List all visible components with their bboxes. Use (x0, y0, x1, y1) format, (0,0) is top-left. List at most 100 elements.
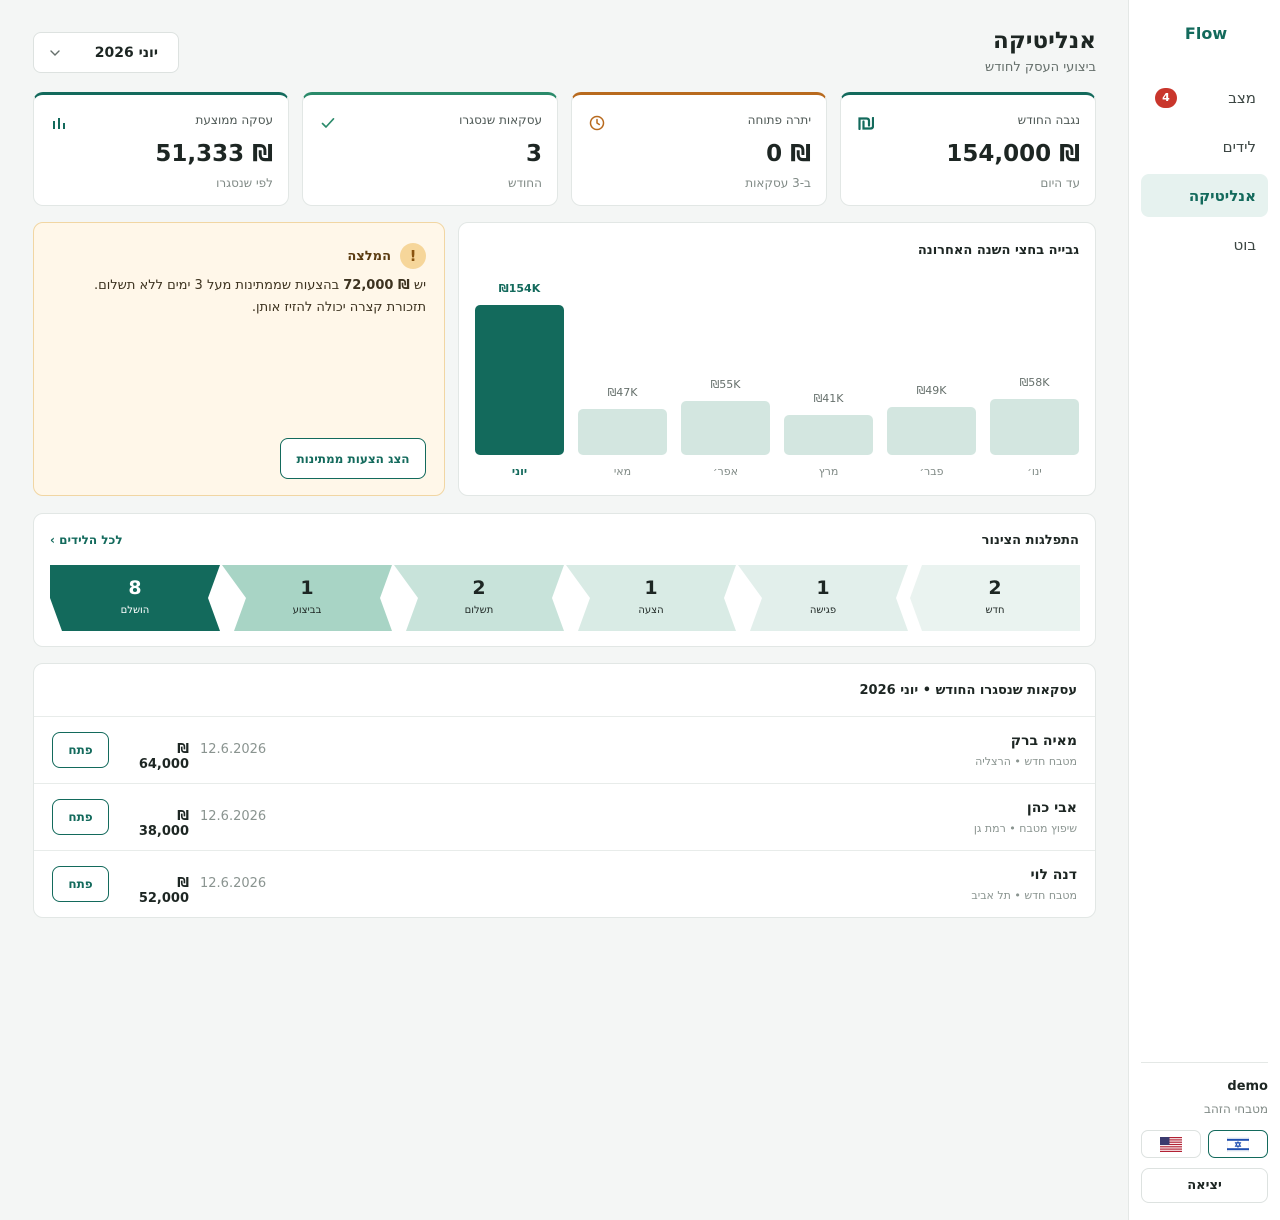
pipeline-chevron (394, 565, 564, 631)
chart-bar (475, 305, 564, 455)
stats-row: נגבה החודש ₪ 154,000 עד היום יתרה פתוחה … (33, 92, 1096, 206)
stat-value: ₪ 0 (766, 141, 811, 167)
pipeline-stage-label: הושלם (120, 605, 150, 616)
pipeline-stage-label: פגישה (809, 605, 837, 616)
pipeline-stage[interactable]: 2 תשלום (394, 565, 564, 631)
deal-customer-name: דנה לוי (1030, 867, 1077, 883)
pipeline-chevron (222, 565, 392, 631)
open-deal-button[interactable]: פתח (52, 732, 109, 768)
deal-details: מטבח חדש • הרצליה (975, 755, 1077, 768)
pipeline-stage-label: חדש (985, 605, 1005, 616)
pipeline-chevron (566, 565, 736, 631)
logout-button[interactable]: יציאה (1141, 1168, 1268, 1203)
recommendation-text: יש ₪ 72,000 בהצעות שממתינות מעל 3 ימים ל… (50, 275, 426, 319)
pipeline-card: התפלגות הצינור לכל הלידים › 2 חדש 1 פגישה 1 ה… (33, 513, 1096, 647)
stat-card-open-balance: יתרה פתוחה ₪ 0 ב-3 עסקאות (571, 92, 827, 206)
stat-card-collected: נגבה החודש ₪ 154,000 עד היום (840, 92, 1096, 206)
pipeline-stage[interactable]: 1 הצעה (566, 565, 736, 631)
pipeline-chevron (50, 565, 220, 631)
us-flag-icon (1160, 1136, 1182, 1152)
sidebar-item-leads[interactable]: לידים (1141, 125, 1268, 168)
month-select[interactable]: יוני 2026 (33, 32, 179, 73)
chart-bar (887, 407, 976, 455)
notification-badge: 4 (1155, 87, 1177, 108)
deal-customer-name: אבי כהן (1026, 800, 1077, 816)
sidebar-footer: demo מטבחי הזהב (1141, 1062, 1268, 1203)
recommendation-text-prefix: יש (413, 278, 426, 293)
stat-label: יתרה פתוחה (747, 113, 811, 127)
chart-value-label: ₪41K (814, 392, 845, 405)
pipeline-stage[interactable]: 1 פגישה (738, 565, 908, 631)
chart-title: גבייה בחצי השנה האחרונה (917, 243, 1079, 258)
deal-amount: ₪ 38,000 (138, 809, 189, 839)
recommendation-header: ! המלצה (347, 243, 426, 269)
chart-value-label: ₪49K (917, 384, 948, 397)
open-deal-button[interactable]: פתח (52, 866, 109, 902)
chart-value-label: ₪55K (711, 378, 742, 391)
sidebar-item-bot[interactable]: בוט (1141, 223, 1268, 266)
chart-category-label: יוני (512, 465, 527, 478)
chart-value-label: ₪47K (608, 386, 639, 399)
closed-deals-card: עסקאות שנסגרו החודש • יוני 2026 מאיה ברק… (33, 663, 1096, 918)
stat-card-closed-deals: עסקאות שנסגרו 3 החודש (302, 92, 558, 206)
pipeline-stage-count: 1 (816, 577, 830, 599)
stat-value: ₪ 51,333 (155, 141, 273, 167)
chevron-down-icon (50, 49, 60, 56)
pipeline-stage-count: 1 (644, 577, 658, 599)
pipeline-stage-count: 1 (300, 577, 314, 599)
page-title: אנליטיקה (993, 28, 1096, 54)
pipeline-stages: 2 חדש 1 פגישה 1 הצעה 2 תשלום 1 בביצוע 8 הושלם (50, 565, 1080, 631)
collection-bar-chart: ₪58K ינו׳ ₪49K פבר׳ ₪41K מרץ ₪55K אפר׳ ₪47K מאי ₪1… (475, 282, 1079, 478)
bar-chart-icon (49, 113, 69, 133)
recommendation-title: המלצה (347, 248, 391, 264)
stat-card-average-deal: עסקה ממוצעת ₪ 51,333 לפי שנסגרו (33, 92, 289, 206)
sidebar-nav: מצב 4 לידים אנליטיקה בוט (1141, 76, 1268, 272)
pipeline-stage[interactable]: 8 הושלם (50, 565, 220, 631)
chart-category-label: אפר׳ (713, 465, 738, 478)
sidebar: Flow מצב 4 לידים אנליטיקה בוט demo מטבחי… (1128, 0, 1280, 1220)
deal-date: 12.6.2026 (200, 876, 267, 891)
chart-category-label: מאי (614, 465, 631, 478)
stat-value: 3 (525, 141, 542, 167)
collection-chart-card: גבייה בחצי השנה האחרונה ₪58K ינו׳ ₪49K פבר׳… (458, 222, 1096, 496)
sidebar-item-status[interactable]: מצב 4 (1141, 76, 1268, 119)
recommendation-card: ! המלצה יש ₪ 72,000 בהצעות שממתינות מעל … (33, 222, 445, 496)
chart-bar (578, 409, 667, 455)
pipeline-stage-label: תשלום (464, 605, 494, 616)
shekel-icon (856, 113, 876, 133)
stat-subtext: ב-3 עסקאות (745, 176, 811, 190)
show-pending-offers-button[interactable]: הצג הצעות ממתינות (280, 438, 426, 479)
lang-he-button[interactable] (1208, 1130, 1268, 1158)
deal-amount: ₪ 52,000 (138, 876, 189, 906)
chart-value-label: ₪58K (1020, 376, 1051, 389)
chart-category-label: פבר׳ (919, 465, 943, 478)
deal-date: 12.6.2026 (200, 809, 267, 824)
pipeline-stage-count: 8 (128, 577, 142, 599)
pipeline-title: התפלגות הצינור (981, 533, 1079, 548)
pipeline-stage[interactable]: 1 בביצוע (222, 565, 392, 631)
deal-details: שיפוץ מטבח • רמת גן (973, 822, 1077, 835)
table-row: דנה לוי מטבח חדש • תל אביב 12.6.2026 ₪ 5… (34, 850, 1095, 917)
lang-en-button[interactable] (1141, 1130, 1201, 1158)
pipeline-stage-label: בביצוע (292, 605, 322, 616)
sidebar-item-analytics[interactable]: אנליטיקה (1141, 174, 1268, 217)
table-row: אבי כהן שיפוץ מטבח • רמת גן 12.6.2026 ₪ … (34, 783, 1095, 850)
pipeline-stage[interactable]: 2 חדש (910, 565, 1080, 631)
pipeline-stage-count: 2 (472, 577, 486, 599)
stat-label: עסקה ממוצעת (195, 113, 273, 127)
table-row: מאיה ברק מטבח חדש • הרצליה 12.6.2026 ₪ 6… (34, 716, 1095, 783)
open-deal-button[interactable]: פתח (52, 799, 109, 835)
all-leads-link[interactable]: לכל הלידים › (50, 533, 123, 547)
warning-icon: ! (400, 243, 426, 269)
stat-label: נגבה החודש (1017, 113, 1080, 127)
brand-logo[interactable]: Flow (1184, 24, 1228, 43)
deal-amount: ₪ 64,000 (138, 742, 189, 772)
chart-bar (681, 401, 770, 455)
pipeline-chevron (910, 565, 1080, 631)
language-switcher (1141, 1130, 1268, 1158)
pipeline-chevron (738, 565, 908, 631)
pipeline-stage-label: הצעה (638, 605, 664, 616)
closed-deals-list: מאיה ברק מטבח חדש • הרצליה 12.6.2026 ₪ 6… (34, 716, 1095, 917)
deal-customer-name: מאיה ברק (1010, 733, 1077, 749)
stat-subtext: החודש (507, 176, 542, 190)
